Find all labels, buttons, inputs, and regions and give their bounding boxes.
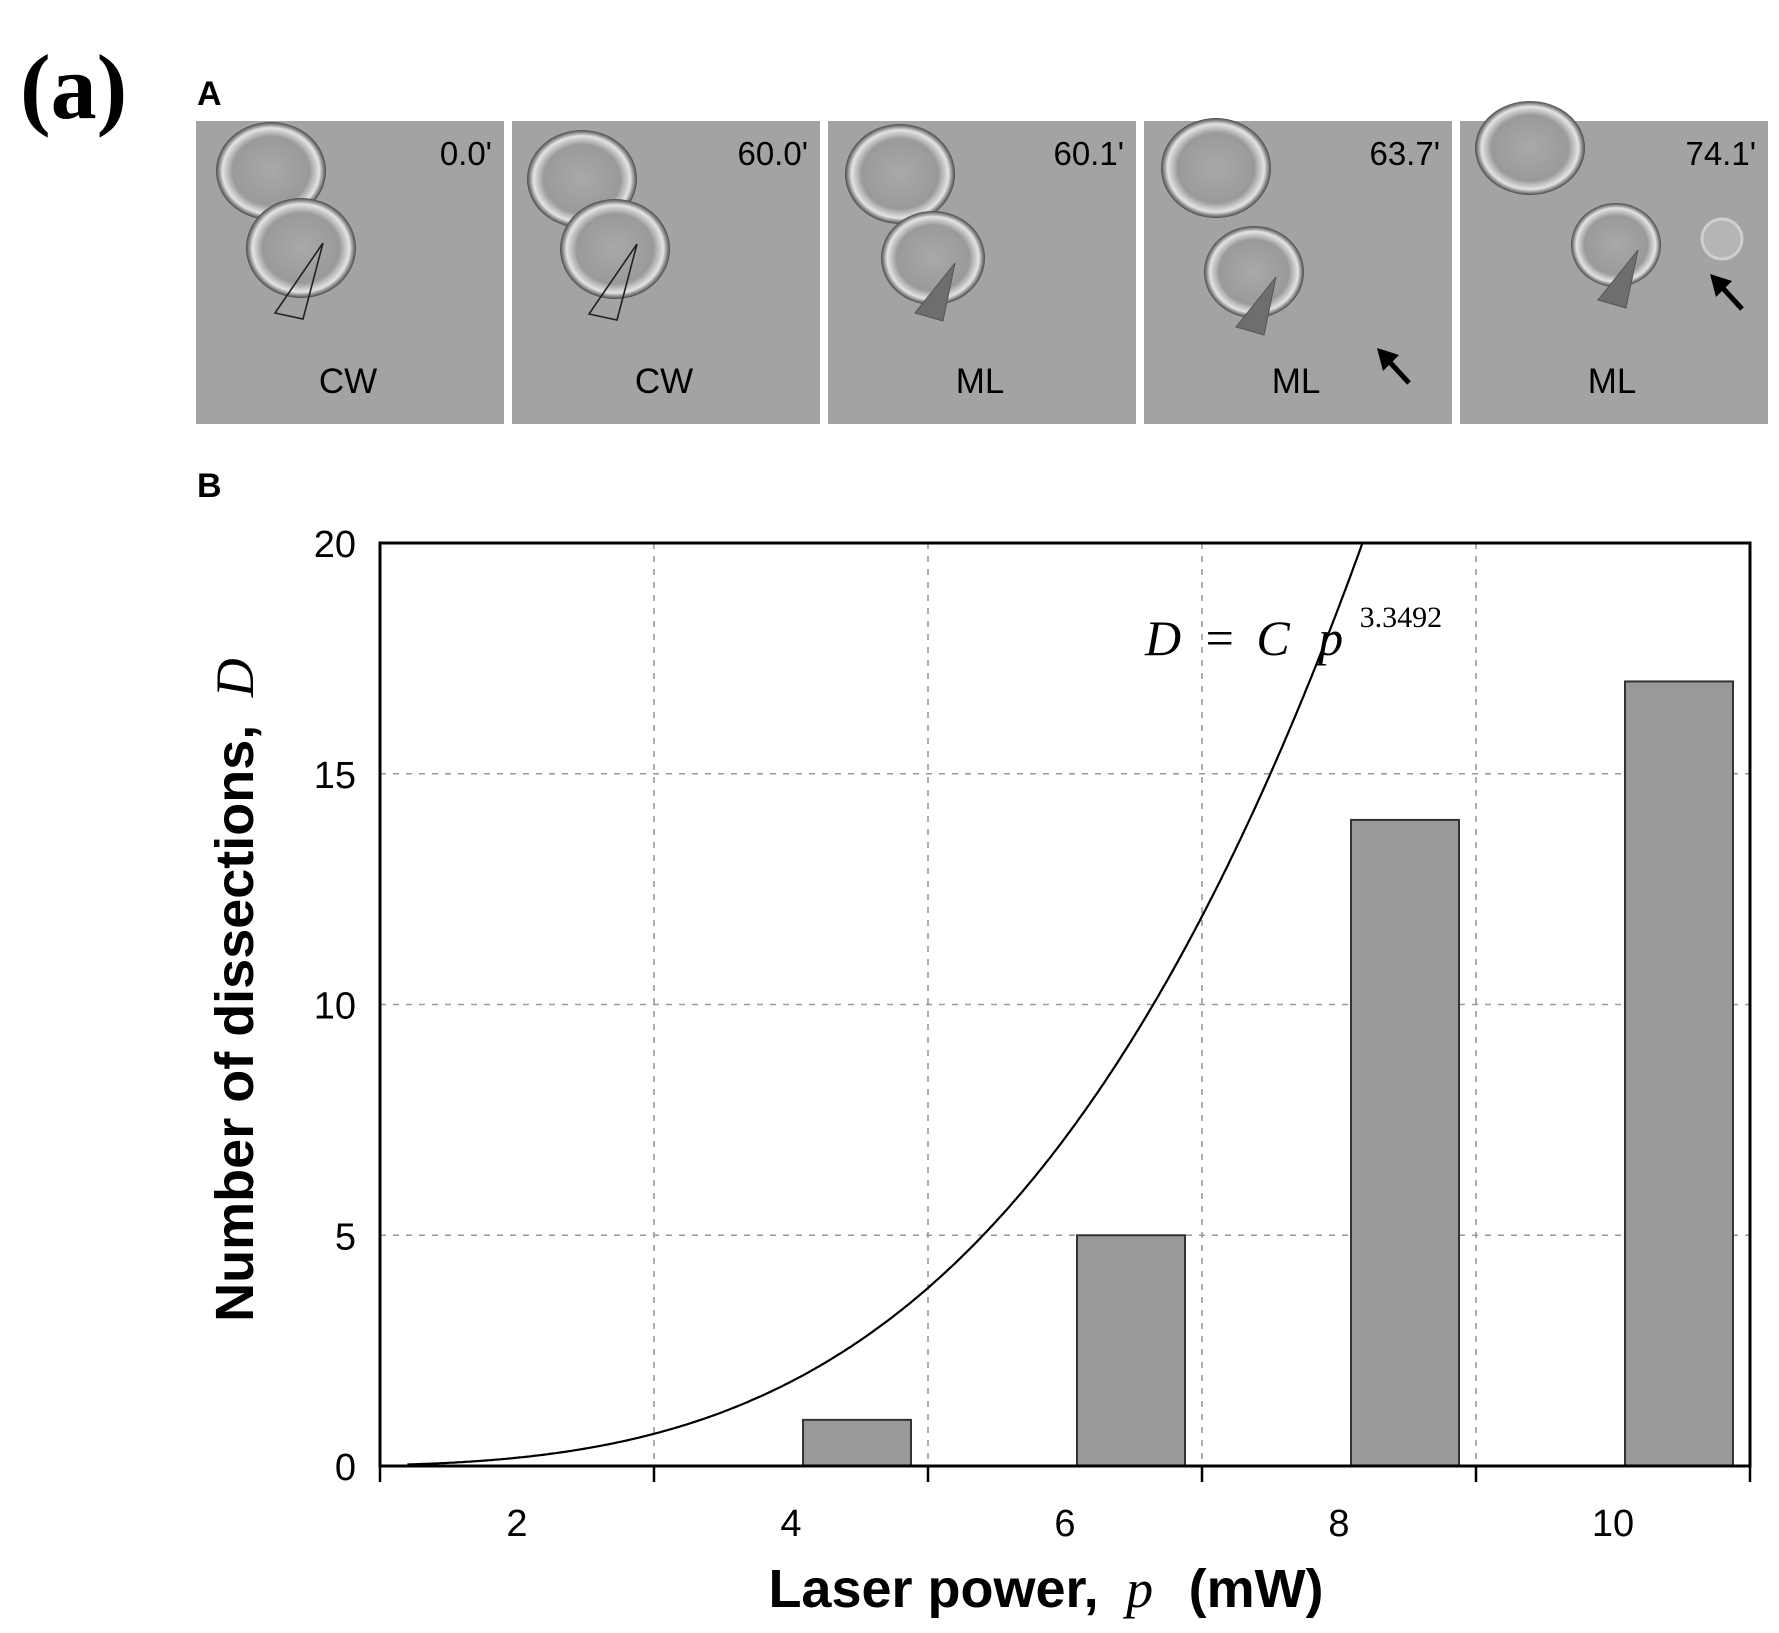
bars: [802, 680, 1734, 1467]
extruded-material: [1700, 217, 1744, 261]
arrowhead-marker: [1597, 249, 1639, 309]
x-tick-label: 6: [1054, 1503, 1075, 1545]
frame-region-label: CW: [319, 362, 377, 401]
x-tick-label: 10: [1592, 1503, 1634, 1545]
y-axis-label-variable: D: [205, 658, 265, 698]
y-tick-label: 0: [335, 1447, 356, 1489]
frame-time-label: 74.1': [1685, 135, 1756, 172]
y-tick-label: 15: [314, 755, 356, 797]
arrowhead-marker: [914, 262, 956, 322]
cell: [1475, 101, 1585, 195]
bar: [802, 1418, 912, 1467]
y-axis-tick-labels: 0 5 10 15 20: [314, 524, 356, 1489]
arrowhead-marker: [1235, 276, 1277, 336]
micrograph-strip: 0.0' CW 60.0' CW 60.1' ML 63.7' ML 74.1' ML: [196, 101, 1768, 424]
x-tick-label: 4: [780, 1503, 801, 1545]
fit-equation-lhs: D: [1144, 610, 1181, 666]
arrowhead-marker: [587, 243, 638, 321]
panel-a-label: A: [197, 75, 222, 113]
fit-equation-coefficient: C: [1256, 610, 1290, 666]
micrograph-frame: 60.0' CW: [512, 121, 820, 424]
x-axis-label-text: Laser power,: [768, 1559, 1098, 1619]
fit-equation-exponent: 3.3492: [1360, 601, 1443, 634]
arrowhead-marker: [273, 242, 324, 320]
fit-equation: D = C p 3.3492: [1144, 601, 1442, 666]
figure-label: (a): [20, 36, 127, 138]
micrograph-frame: 63.7' ML: [1144, 118, 1452, 424]
plot-frame: [378, 541, 1752, 1468]
panel-b-label: B: [197, 467, 222, 505]
bar: [1076, 1234, 1186, 1467]
y-tick-label: 20: [314, 524, 356, 566]
cell: [1571, 203, 1661, 287]
frame-time-label: 0.0': [440, 135, 492, 172]
y-axis-label: Number of dissections, D: [205, 658, 265, 1322]
cell: [1161, 118, 1271, 218]
cell: [1204, 226, 1304, 318]
cell: [845, 124, 955, 224]
x-axis-label-unit: (mW): [1189, 1559, 1324, 1619]
cell: [881, 211, 985, 305]
grid-lines: [380, 543, 1750, 1466]
micrograph-frame: 60.1' ML: [828, 121, 1136, 424]
frame-region-label: CW: [635, 362, 693, 401]
frame-region-label: ML: [1588, 362, 1637, 401]
y-tick-label: 10: [314, 986, 356, 1028]
fit-curve: [407, 542, 1364, 1466]
fit-equation-eq: =: [1206, 610, 1234, 666]
x-tick-label: 2: [506, 1503, 527, 1545]
frame-time-label: 60.0': [737, 135, 808, 172]
cell: [560, 199, 670, 299]
x-axis-label-variable: p: [1122, 1559, 1153, 1619]
y-axis-label-text: Number of dissections,: [205, 725, 265, 1322]
bar: [1624, 680, 1734, 1467]
bar: [1350, 818, 1460, 1467]
arrow-icon-head: [1710, 274, 1732, 297]
cell: [216, 122, 326, 220]
frame-time-label: 63.7': [1369, 135, 1440, 172]
bar-chart: 0 5 10 15 20 2 4 6 8 10 D = C p 3.3492 Laser pow…: [205, 524, 1752, 1619]
x-axis-ticks: [378, 1466, 1752, 1482]
x-axis-label: Laser power, p (mW): [768, 1559, 1323, 1619]
cell: [246, 198, 356, 298]
y-tick-label: 5: [335, 1216, 356, 1258]
micrograph-frame: 74.1' ML: [1460, 101, 1768, 424]
fit-equation-variable: p: [1315, 610, 1343, 666]
x-axis-tick-labels: 2 4 6 8 10: [506, 1503, 1634, 1545]
frame-region-label: ML: [956, 362, 1005, 401]
micrograph-frame: 0.0' CW: [196, 121, 504, 424]
frame-region-label: ML: [1272, 362, 1321, 401]
arrow-icon-head: [1377, 348, 1399, 371]
x-tick-label: 8: [1328, 1503, 1349, 1545]
frame-time-label: 60.1': [1053, 135, 1124, 172]
